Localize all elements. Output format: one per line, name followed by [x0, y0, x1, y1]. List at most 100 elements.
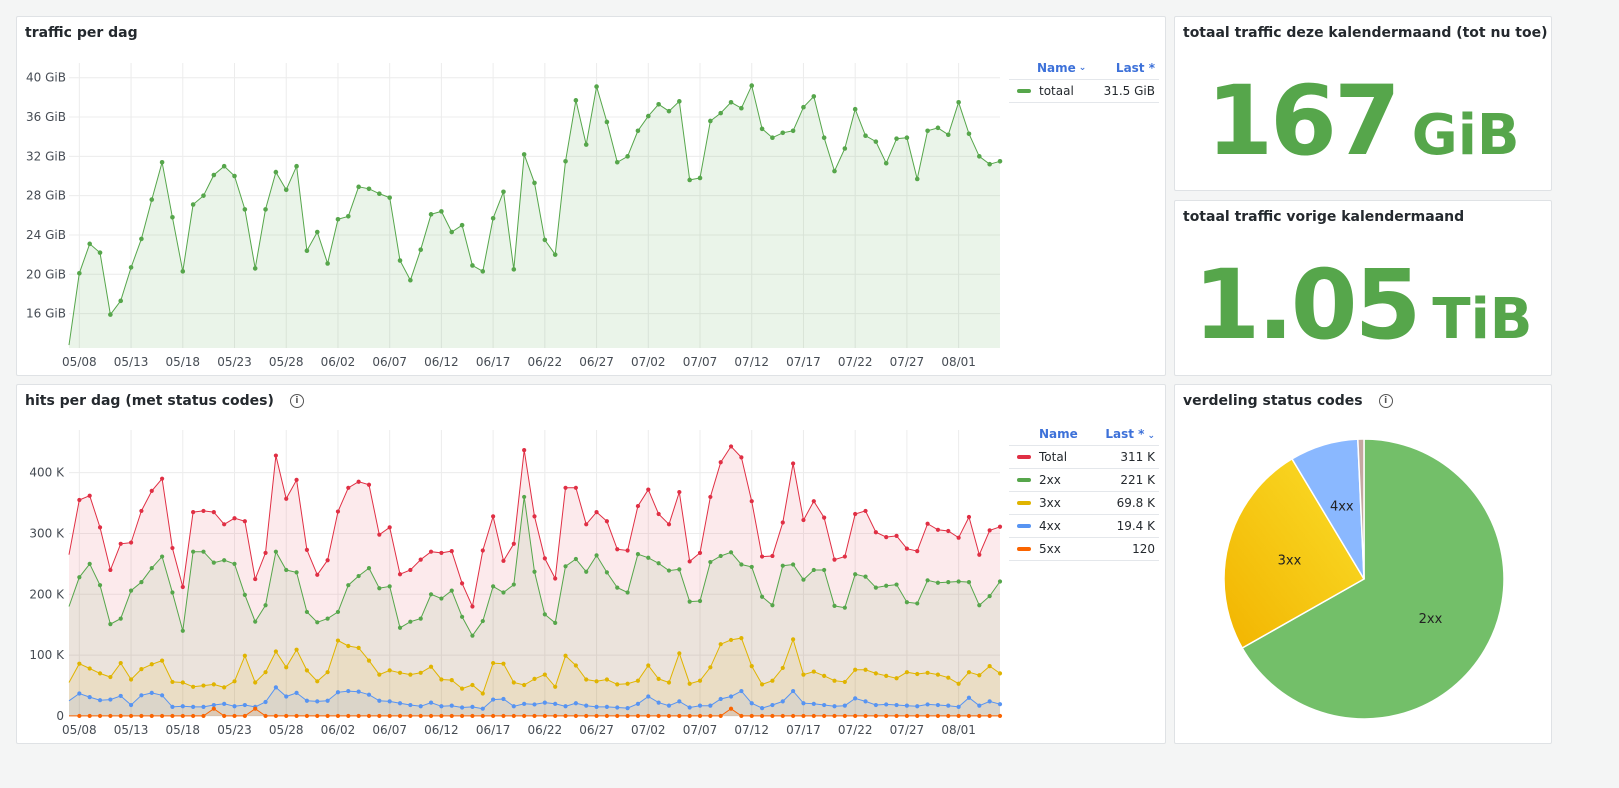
data-point: [242, 653, 247, 658]
data-point: [315, 572, 320, 577]
data-point: [346, 688, 351, 694]
data-point: [997, 713, 1003, 719]
x-tick-label: 05/08: [62, 355, 97, 367]
data-point: [687, 559, 692, 564]
stat-prev-unit: TiB: [1432, 287, 1533, 352]
data-point: [987, 713, 992, 719]
series-area-4xx: [69, 687, 1000, 716]
data-point: [315, 620, 320, 625]
info-icon[interactable]: i: [1378, 394, 1393, 408]
data-point: [315, 699, 320, 704]
data-point: [842, 679, 847, 685]
x-tick-label: 06/12: [424, 355, 459, 367]
data-point: [97, 525, 103, 530]
data-point: [770, 603, 775, 608]
x-tick-label: 07/02: [631, 355, 666, 367]
data-point: [832, 557, 837, 562]
data-point: [252, 266, 258, 271]
data-point: [583, 142, 589, 147]
data-point: [149, 690, 154, 695]
data-point: [718, 642, 723, 647]
legend-name-header[interactable]: Name ⌄: [1009, 61, 1086, 75]
data-point: [573, 485, 578, 490]
data-point: [356, 713, 361, 719]
data-point: [770, 135, 775, 140]
data-point: [884, 702, 889, 707]
stat-current-title[interactable]: totaal traffic deze kalendermaand (tot n…: [1183, 25, 1548, 41]
data-point: [304, 248, 310, 254]
data-point: [604, 713, 610, 719]
y-tick-label: 20 GiB: [26, 267, 66, 281]
data-point: [108, 697, 113, 702]
data-point: [159, 159, 165, 165]
x-tick-label: 07/17: [786, 723, 821, 735]
data-point: [108, 674, 113, 680]
data-point: [791, 461, 796, 466]
data-point: [946, 675, 951, 680]
data-point: [87, 666, 92, 671]
data-point: [811, 567, 816, 573]
data-point: [211, 702, 216, 708]
legend-series-name: 5xx: [1039, 542, 1061, 556]
data-point: [222, 685, 227, 690]
data-point: [532, 569, 537, 574]
data-point: [635, 678, 641, 683]
data-point: [925, 521, 930, 526]
data-point: [470, 633, 475, 638]
data-point: [997, 158, 1003, 164]
data-point: [935, 580, 941, 585]
x-tick-label: 06/27: [579, 355, 614, 367]
data-point: [615, 585, 620, 590]
data-point: [242, 592, 247, 598]
traffic-panel-title[interactable]: traffic per dag: [25, 25, 138, 41]
data-point: [853, 511, 858, 517]
data-point: [977, 603, 982, 608]
data-point: [987, 594, 992, 599]
stat-current-unit: GiB: [1411, 103, 1520, 168]
legend-row-total[interactable]: Total 311 K: [1009, 446, 1159, 469]
data-point: [739, 562, 744, 567]
data-point: [87, 695, 92, 700]
data-point: [749, 713, 754, 719]
hits-panel-title[interactable]: hits per dag (met status codes): [25, 393, 274, 409]
stat-prev-title[interactable]: totaal traffic vorige kalendermaand: [1183, 209, 1465, 225]
legend-last-header[interactable]: Last * ⌄: [1085, 427, 1159, 441]
y-tick-label: 40 GiB: [26, 71, 66, 85]
legend-row-5xx[interactable]: 5xx 120: [1009, 538, 1159, 561]
data-point: [780, 563, 785, 568]
data-point: [335, 638, 341, 643]
data-point: [418, 557, 423, 562]
data-point: [439, 209, 444, 214]
legend-header: Name Last * ⌄: [1009, 423, 1159, 446]
data-point: [666, 680, 672, 685]
data-point: [346, 485, 351, 490]
data-point: [263, 713, 268, 719]
legend-last-header[interactable]: Last *: [1115, 61, 1155, 75]
pie-panel-title[interactable]: verdeling status codes: [1183, 393, 1363, 409]
x-tick-label: 07/12: [734, 355, 769, 367]
data-point: [677, 651, 682, 656]
legend-row-3xx[interactable]: 3xx 69.8 K: [1009, 492, 1159, 515]
traffic-chart[interactable]: 40 GiB 36 GiB 32 GiB 28 GiB 24 GiB 20 GiB 16 G…: [17, 17, 1017, 367]
data-point: [335, 509, 341, 514]
data-point: [646, 487, 651, 492]
data-point: [449, 703, 454, 708]
data-point: [987, 161, 992, 167]
legend-row-2xx[interactable]: 2xx 221 K: [1009, 469, 1159, 492]
data-point: [821, 135, 827, 140]
data-point: [397, 701, 403, 706]
hits-panel-title-wrap: hits per dag (met status codes) i: [25, 393, 304, 409]
pie-chart[interactable]: 2xx 3xx 4xx: [1175, 385, 1552, 744]
y-tick-label: 0: [56, 709, 64, 723]
data-point: [211, 172, 217, 178]
data-point: [977, 552, 982, 557]
hits-legend: Name Last * ⌄ Total 311 K 2xx 221 K 3xx 69.8…: [1009, 423, 1159, 561]
data-point: [811, 669, 816, 674]
legend-name-header[interactable]: Name: [1039, 427, 1078, 441]
data-point: [232, 679, 237, 684]
x-tick-label: 07/07: [683, 355, 718, 367]
info-icon[interactable]: i: [289, 394, 304, 408]
hits-chart[interactable]: 400 K 300 K 200 K 100 K 005/08 05/13 05/18 05/2…: [17, 385, 1017, 735]
legend-row-4xx[interactable]: 4xx 19.4 K: [1009, 515, 1159, 538]
legend-row-totaal[interactable]: totaal 31.5 GiB: [1009, 80, 1159, 103]
